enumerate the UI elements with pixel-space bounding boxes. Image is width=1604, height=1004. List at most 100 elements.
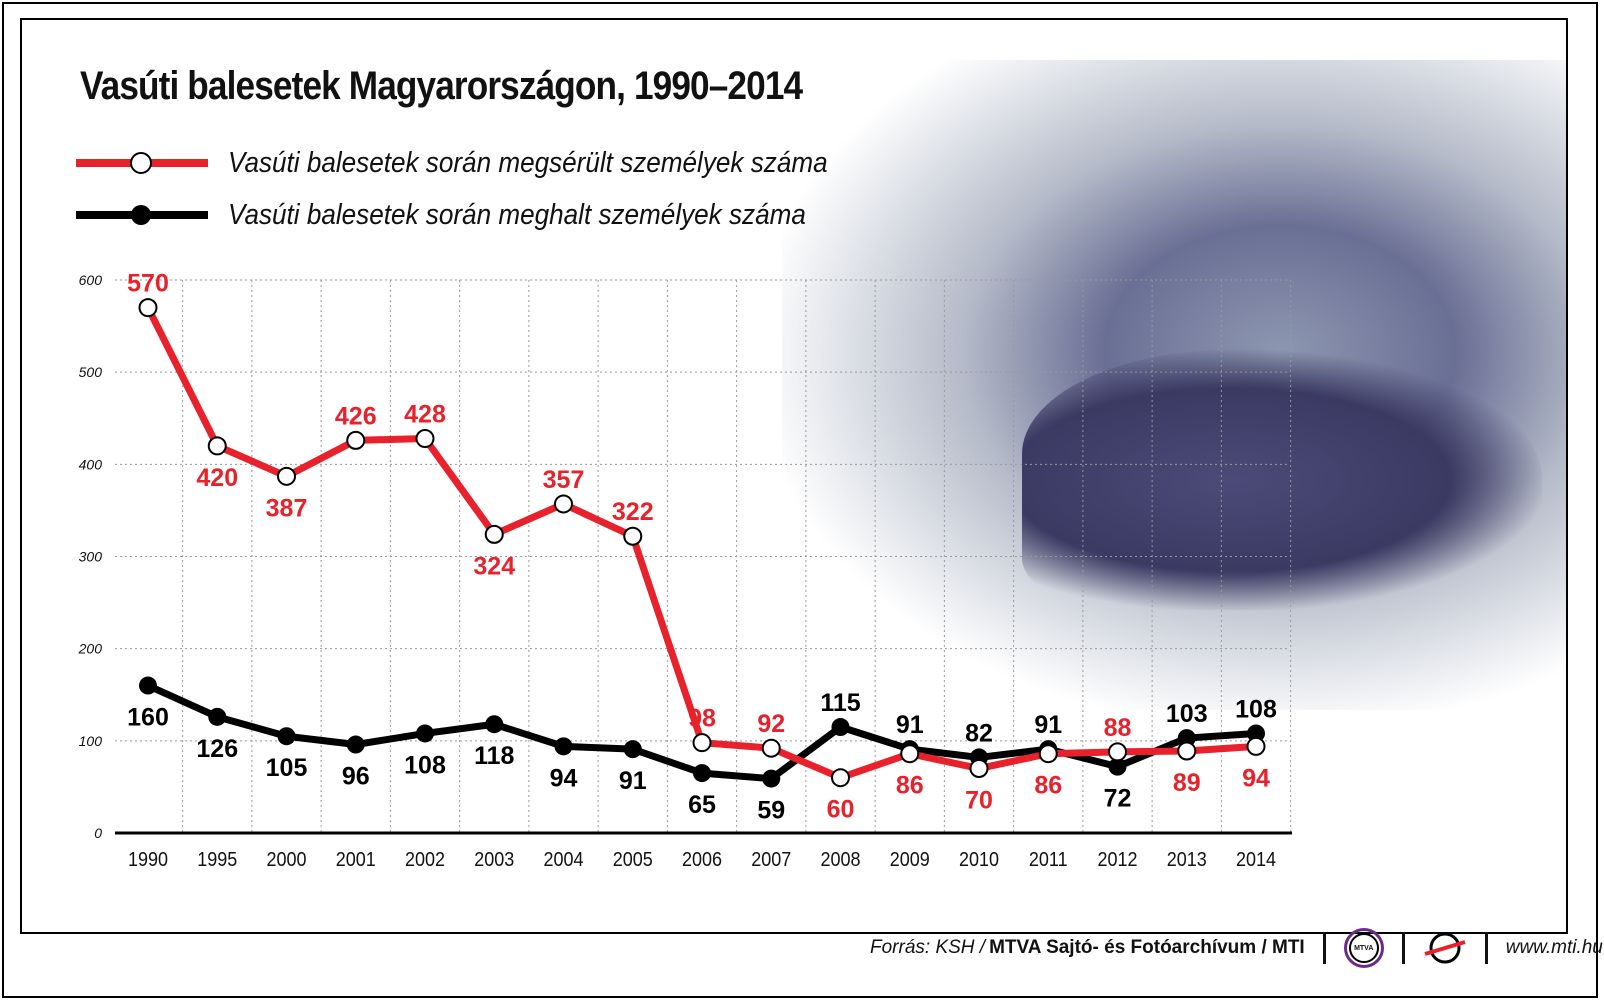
- data-point-killed: [346, 735, 365, 754]
- website-link[interactable]: www.mti.hu: [1505, 937, 1603, 958]
- data-label-injured: 88: [1104, 714, 1132, 742]
- data-label-killed: 72: [1104, 785, 1132, 813]
- data-point-killed: [208, 707, 227, 726]
- crashed-car-photo: [1022, 350, 1542, 610]
- mtva-logo-text: MTVA: [1348, 933, 1379, 963]
- legend-label: Vasúti balesetek során meghalt személyek…: [228, 198, 806, 231]
- data-point-injured: [1246, 736, 1266, 756]
- data-label-killed: 59: [757, 797, 785, 825]
- data-label-killed: 115: [820, 689, 860, 717]
- data-label-killed: 91: [896, 711, 924, 739]
- legend-item-killed: Vasúti balesetek során meghalt személyek…: [76, 195, 870, 235]
- x-tick-label: 2013: [1167, 849, 1207, 871]
- x-tick-label: 2001: [336, 849, 376, 871]
- data-point-injured: [831, 768, 850, 788]
- data-label-killed: 91: [619, 767, 647, 795]
- data-point-killed: [1108, 757, 1127, 776]
- data-label-injured: 94: [1242, 764, 1270, 792]
- data-label-killed: 96: [342, 763, 370, 791]
- y-tick-label: 300: [79, 549, 103, 565]
- data-point-injured: [277, 466, 296, 486]
- data-label-killed: 65: [688, 791, 716, 819]
- data-point-killed: [623, 740, 642, 759]
- data-label-injured: 570: [127, 270, 169, 298]
- data-label-killed: 126: [196, 735, 238, 763]
- x-tick-label: 2014: [1236, 849, 1276, 871]
- x-tick-label: 2012: [1097, 849, 1137, 871]
- legend-label: Vasúti balesetek során megsérült személy…: [228, 146, 828, 179]
- data-point-injured: [554, 494, 573, 514]
- x-tick-label: 2011: [1029, 849, 1068, 871]
- data-label-killed: 108: [1235, 695, 1277, 723]
- y-tick-label: 200: [78, 641, 103, 657]
- source-prefix: Forrás: KSH /: [870, 937, 986, 958]
- data-point-injured: [1038, 744, 1058, 764]
- data-point-killed: [1247, 724, 1265, 743]
- data-label-injured: 387: [266, 494, 308, 522]
- x-tick-label: 2005: [613, 849, 653, 871]
- data-label-killed: 108: [404, 751, 446, 779]
- data-point-killed: [762, 769, 781, 788]
- data-label-injured: 426: [335, 402, 377, 430]
- data-point-killed: [831, 718, 850, 737]
- x-tick-label: 1990: [128, 849, 168, 871]
- legend-marker-open-circle-icon: [76, 152, 208, 174]
- data-label-killed: 105: [266, 754, 308, 782]
- data-point-killed: [485, 715, 504, 734]
- data-label-killed: 91: [1034, 711, 1062, 739]
- divider: [1484, 932, 1488, 964]
- y-tick-label: 600: [79, 272, 103, 288]
- divider: [1322, 932, 1326, 964]
- data-label-injured: 70: [965, 786, 993, 814]
- footer: Forrás: KSH / MTVA Sajtó- és Fotóarchívu…: [870, 928, 1603, 968]
- data-point-injured: [1177, 741, 1197, 761]
- data-point-killed: [554, 737, 573, 756]
- data-label-injured: 89: [1173, 769, 1201, 797]
- data-point-killed: [693, 764, 711, 783]
- legend-marker-filled-circle-icon: [76, 205, 208, 225]
- data-label-injured: 322: [612, 498, 654, 526]
- data-label-injured: 428: [404, 401, 446, 429]
- data-point-injured: [207, 436, 227, 456]
- data-label-injured: 86: [896, 772, 924, 800]
- divider: [1401, 932, 1405, 964]
- x-tick-label: 2007: [751, 849, 791, 871]
- y-tick-label: 500: [79, 364, 103, 380]
- data-label-injured: 98: [688, 705, 716, 733]
- data-point-injured: [692, 733, 712, 753]
- source-name: MTVA Sajtó- és Fotóarchívum / MTI: [989, 937, 1305, 958]
- data-point-injured: [900, 744, 920, 764]
- data-label-injured: 92: [757, 710, 785, 738]
- data-point-injured: [138, 298, 158, 318]
- data-point-killed: [139, 676, 157, 695]
- data-point-injured: [484, 524, 504, 544]
- chart-title: Vasúti balesetek Magyarországon, 1990–20…: [80, 64, 803, 108]
- data-label-killed: 160: [127, 704, 169, 732]
- data-point-killed: [416, 724, 434, 743]
- x-tick-label: 2010: [959, 849, 999, 871]
- data-label-injured: 420: [196, 464, 238, 492]
- data-label-injured: 357: [543, 466, 585, 494]
- data-label-killed: 82: [965, 719, 993, 747]
- mtva-logo-icon: MTVA: [1343, 928, 1384, 968]
- x-tick-label: 2002: [405, 849, 445, 871]
- data-label-injured: 60: [827, 796, 855, 824]
- x-tick-label: 2000: [266, 849, 306, 871]
- legend-item-injured: Vasúti balesetek során megsérült személy…: [76, 143, 894, 183]
- x-tick-label: 2003: [474, 849, 514, 871]
- data-point-injured: [623, 526, 643, 546]
- x-tick-label: 2008: [820, 849, 860, 871]
- x-tick-label: 2004: [543, 849, 583, 871]
- y-tick-label: 100: [79, 733, 103, 749]
- y-tick-label: 400: [79, 456, 103, 472]
- data-label-killed: 103: [1166, 700, 1208, 728]
- data-label-killed: 118: [474, 742, 514, 770]
- x-tick-label: 1995: [197, 849, 237, 871]
- data-label-injured: 324: [473, 552, 515, 580]
- data-point-killed: [1177, 729, 1196, 748]
- x-tick-label: 2009: [890, 849, 930, 871]
- data-label-killed: 94: [550, 764, 578, 792]
- data-point-injured: [969, 758, 989, 778]
